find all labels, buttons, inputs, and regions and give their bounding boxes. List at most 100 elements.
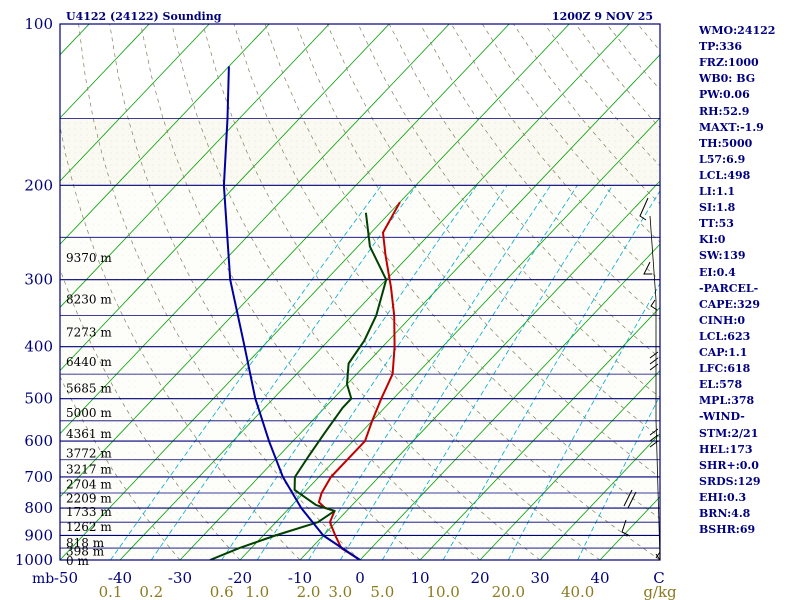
index-value: LCL:623 bbox=[699, 329, 751, 343]
isotherm-line bbox=[60, 24, 330, 308]
index-value: KI:0 bbox=[699, 233, 726, 247]
pressure-tick-label: 900 bbox=[24, 526, 53, 544]
index-value: LFC:618 bbox=[699, 362, 751, 376]
isotherm-line bbox=[359, 243, 660, 560]
temperature-tick-label: -10 bbox=[288, 569, 312, 587]
wind-barb bbox=[650, 299, 658, 311]
mixing-ratio-unit-label: g/kg bbox=[643, 583, 677, 600]
mixing-ratio-tick-label: 40.0 bbox=[561, 583, 594, 600]
height-label: 1262 m bbox=[66, 520, 112, 534]
index-value: CAPE:329 bbox=[699, 297, 760, 311]
pressure-tick-label: 500 bbox=[24, 390, 53, 408]
index-value: BSHR:69 bbox=[699, 523, 756, 537]
isotherm-line bbox=[539, 433, 660, 560]
mixing-ratio-tick-label: 10.0 bbox=[426, 583, 459, 600]
index-value: PW:0.06 bbox=[699, 88, 750, 102]
index-value: SW:139 bbox=[699, 249, 746, 263]
mixing-ratio-line bbox=[507, 282, 660, 560]
temperature-tick-label: -40 bbox=[108, 569, 132, 587]
pressure-tick-label: 700 bbox=[24, 468, 53, 486]
temperature-trace bbox=[317, 201, 401, 560]
index-value: L57:6.9 bbox=[699, 152, 746, 166]
index-value: WMO:24122 bbox=[699, 24, 776, 37]
wind-barb bbox=[621, 519, 631, 537]
band-stipple-upper bbox=[60, 118, 660, 186]
index-value: FRZ:1000 bbox=[699, 56, 759, 70]
index-value: TP:336 bbox=[699, 40, 743, 54]
isotherm-line bbox=[479, 369, 660, 560]
index-value: EL:578 bbox=[699, 378, 743, 392]
index-value: RH:52.9 bbox=[699, 104, 750, 118]
mixing-ratio-tick-label: 2.0 bbox=[297, 583, 321, 600]
temperature-tick-label: -50 bbox=[54, 569, 78, 587]
index-value: SI:1.8 bbox=[699, 201, 736, 215]
index-value: SHR+:0.0 bbox=[699, 458, 759, 472]
height-label: 7273 m bbox=[66, 326, 112, 340]
trace-layer bbox=[209, 66, 401, 560]
pressure-axis-label: mb bbox=[32, 571, 54, 587]
height-label: 5685 m bbox=[66, 382, 112, 396]
wind-barb bbox=[655, 551, 661, 561]
height-label: 9370 m bbox=[66, 251, 112, 265]
isotherm-line bbox=[60, 24, 210, 182]
temperature-unit-label: C bbox=[653, 569, 664, 587]
wind-barb bbox=[623, 489, 637, 509]
isotherm-line bbox=[60, 24, 270, 245]
mixing-ratio-line bbox=[256, 185, 508, 560]
height-label: 1733 m bbox=[66, 505, 112, 519]
parcel-trace bbox=[222, 66, 361, 560]
isotherm-line bbox=[60, 24, 390, 372]
height-label: 0 m bbox=[66, 554, 89, 568]
chart-title: U4122 (24122) Sounding bbox=[66, 10, 222, 23]
wind-barb bbox=[643, 261, 652, 275]
index-value: MPL:378 bbox=[699, 394, 755, 408]
index-value: HEL:173 bbox=[699, 442, 753, 456]
temperature-tick-label: -20 bbox=[228, 569, 252, 587]
index-value: -PARCEL- bbox=[699, 281, 759, 295]
height-label: 4361 m bbox=[66, 427, 112, 441]
temperature-tick-label: 30 bbox=[530, 569, 549, 587]
index-value: SRDS:129 bbox=[699, 474, 761, 488]
height-label: 5000 m bbox=[66, 406, 112, 420]
temperature-tick-label: 0 bbox=[355, 569, 365, 587]
index-value: EI:0.4 bbox=[699, 265, 736, 279]
isotherm-line bbox=[60, 24, 450, 435]
height-label: 2704 m bbox=[66, 478, 112, 492]
index-value: BRN:4.8 bbox=[699, 507, 751, 520]
temperature-tick-label: 40 bbox=[590, 569, 609, 587]
mixing-ratio-line bbox=[221, 185, 478, 560]
index-value: CAP:1.1 bbox=[699, 346, 748, 359]
height-label: 2209 m bbox=[66, 492, 112, 506]
index-value: LI:1.1 bbox=[699, 185, 736, 198]
temperature-tick-label: 10 bbox=[410, 569, 429, 587]
isotherm-line bbox=[60, 24, 510, 498]
temperature-tick-label: 20 bbox=[470, 569, 489, 587]
wind-barb bbox=[639, 197, 649, 221]
mixing-ratio-tick-label: 1.0 bbox=[245, 583, 269, 600]
mixing-ratio-tick-label: 0.2 bbox=[139, 583, 163, 600]
valid-time: 1200Z 9 NOV 25 bbox=[552, 10, 653, 23]
plot-frame bbox=[59, 23, 661, 561]
mixing-ratio-tick-label: 0.1 bbox=[99, 583, 123, 600]
mixing-ratio-tick-label: 5.0 bbox=[370, 583, 394, 600]
index-value: EHI:0.3 bbox=[699, 490, 747, 504]
background-layer bbox=[60, 118, 660, 560]
isotherm-line bbox=[299, 180, 660, 560]
height-label: 3217 m bbox=[66, 463, 112, 477]
wind-barb bbox=[649, 351, 659, 371]
pressure-tick-label: 400 bbox=[24, 338, 53, 356]
pressure-tick-label: 1000 bbox=[15, 551, 53, 569]
pressure-tick-label: 600 bbox=[24, 432, 53, 450]
index-value: CINH:0 bbox=[699, 313, 746, 327]
temperature-tick-label: -30 bbox=[168, 569, 192, 587]
index-value: LCL:498 bbox=[699, 168, 751, 182]
height-label: 6440 m bbox=[66, 355, 112, 369]
index-value: TT:53 bbox=[699, 217, 734, 231]
band-stipple-lower bbox=[60, 185, 660, 560]
isotherm-line bbox=[419, 306, 660, 560]
index-value: TH:5000 bbox=[699, 136, 753, 150]
grid-layer bbox=[60, 24, 660, 560]
mixing-ratio-tick-label: 3.0 bbox=[328, 583, 352, 600]
